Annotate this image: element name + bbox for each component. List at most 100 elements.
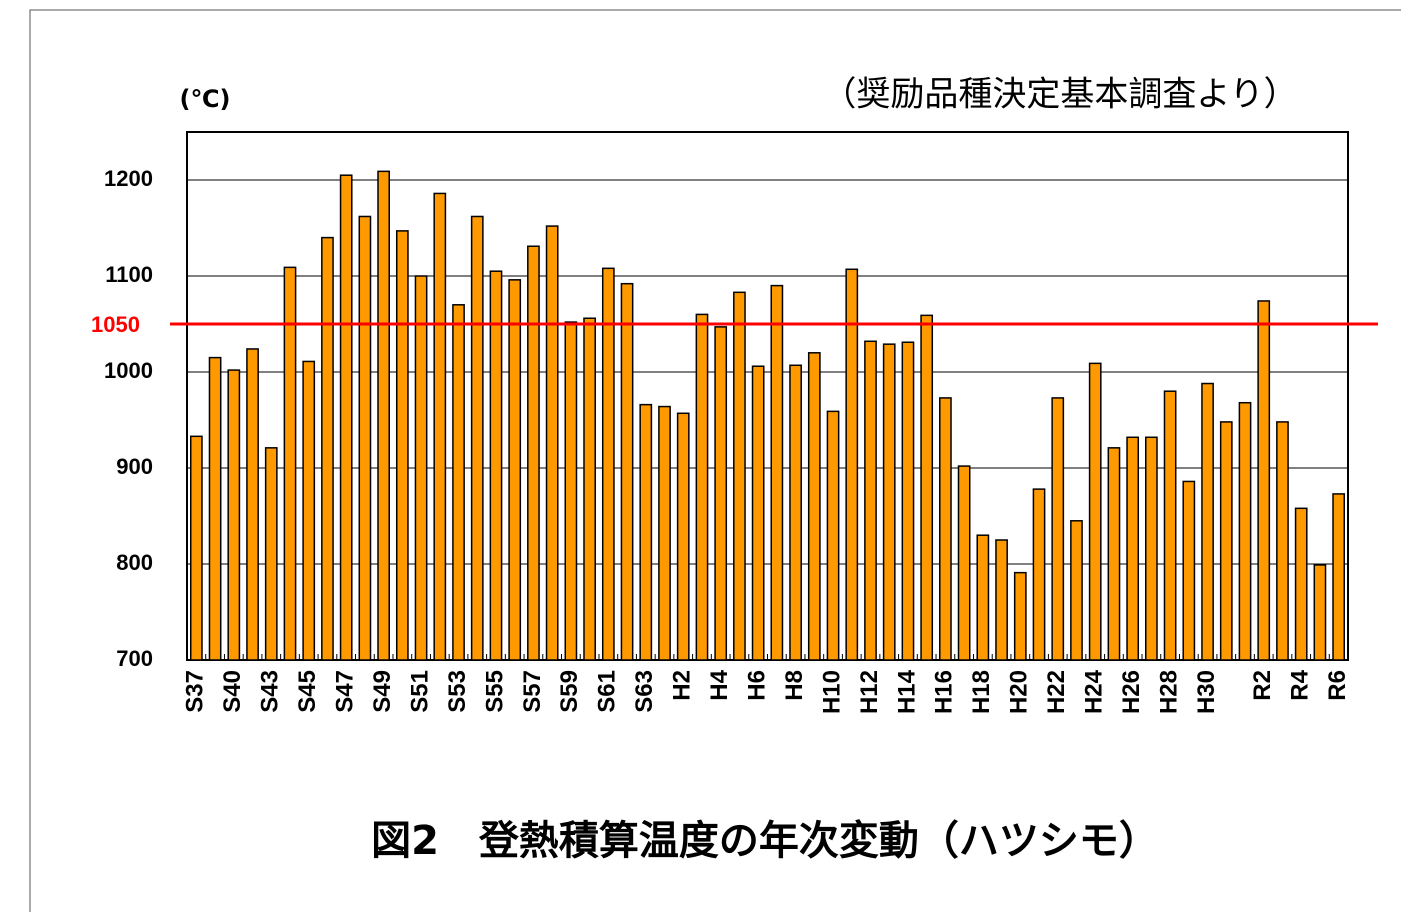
bar xyxy=(864,340,877,661)
bar xyxy=(395,230,409,661)
bar xyxy=(733,291,746,661)
bar xyxy=(1182,480,1196,661)
bar xyxy=(1219,421,1233,661)
x-tick-label: H22 xyxy=(1043,670,1070,714)
bar xyxy=(620,282,634,661)
x-tick-label: H8 xyxy=(781,670,808,701)
x-tick-label: S63 xyxy=(631,670,658,713)
x-tick-label: S59 xyxy=(556,670,583,713)
bar xyxy=(208,356,222,661)
x-tick-label: H28 xyxy=(1155,670,1182,714)
bar xyxy=(920,314,934,661)
bar xyxy=(882,343,896,661)
bar xyxy=(789,364,802,661)
y-tick-label: 1200 xyxy=(104,166,153,191)
bar xyxy=(377,170,390,661)
bar xyxy=(1013,571,1027,661)
x-tick-label: S43 xyxy=(257,670,284,713)
chart-subtitle: （奨励品種決定基本調査より） xyxy=(822,75,1297,115)
bar xyxy=(321,236,334,661)
bar xyxy=(1051,397,1065,661)
bar xyxy=(826,410,840,661)
bar xyxy=(508,279,522,661)
bar xyxy=(639,403,653,661)
x-tick-label: S55 xyxy=(481,670,508,713)
bar xyxy=(470,215,484,661)
x-tick-label: H6 xyxy=(743,670,770,701)
x-tick-label: H20 xyxy=(1006,670,1033,714)
bar xyxy=(189,435,203,661)
reference-label-bg xyxy=(70,310,170,338)
bar xyxy=(770,284,784,661)
x-tick-label: R4 xyxy=(1287,669,1314,700)
x-tick-label: H26 xyxy=(1118,670,1145,714)
bar xyxy=(1088,362,1102,661)
bar xyxy=(227,369,241,661)
bar xyxy=(452,304,465,661)
bar xyxy=(1201,382,1214,661)
y-tick-label: 800 xyxy=(116,550,153,575)
bar xyxy=(1163,390,1177,661)
bar xyxy=(339,174,353,661)
bar xyxy=(264,447,278,661)
bar xyxy=(714,326,728,661)
x-tick-label: S49 xyxy=(369,670,396,713)
bar xyxy=(901,341,915,661)
bar xyxy=(489,270,503,661)
bar xyxy=(358,215,372,661)
bar xyxy=(564,321,578,661)
bar xyxy=(1238,401,1252,661)
x-tick-label: H18 xyxy=(968,670,995,714)
bar xyxy=(845,268,859,661)
y-tick-label: 700 xyxy=(116,646,153,671)
x-tick-label: H10 xyxy=(818,670,845,714)
bar xyxy=(433,192,447,661)
x-tick-label: H16 xyxy=(931,670,958,714)
x-tick-label: S45 xyxy=(294,670,321,713)
bar xyxy=(976,534,990,661)
x-tick-label: R6 xyxy=(1324,670,1351,701)
bar xyxy=(1276,421,1289,661)
bar xyxy=(527,245,540,661)
x-tick-label: H30 xyxy=(1193,670,1220,714)
bar xyxy=(545,225,559,661)
x-tick-label: H12 xyxy=(856,670,883,714)
bar xyxy=(302,360,316,661)
reference-label: 1050 xyxy=(91,312,140,337)
x-tick-label: H14 xyxy=(893,669,920,714)
bar xyxy=(695,313,709,661)
x-tick-label: S40 xyxy=(219,670,246,713)
x-tick-label: S47 xyxy=(332,670,359,713)
bar xyxy=(583,317,596,661)
bar xyxy=(658,405,671,661)
bar xyxy=(957,465,971,661)
x-tick-label: H2 xyxy=(669,670,696,701)
bar xyxy=(807,352,821,661)
x-tick-label: S37 xyxy=(182,670,209,713)
chart-title: 図2 登熱積算温度の年次変動（ハツシモ） xyxy=(371,818,1159,864)
bar xyxy=(1145,436,1158,661)
frame xyxy=(29,9,1401,912)
bar xyxy=(1294,507,1308,661)
x-tick-label: H24 xyxy=(1081,669,1108,714)
y-axis-label: (℃) xyxy=(180,85,231,113)
bar xyxy=(1257,300,1271,661)
bar xyxy=(751,365,765,661)
x-tick-label: S53 xyxy=(444,670,471,713)
x-tick-label: R2 xyxy=(1249,670,1276,701)
bar xyxy=(1107,447,1121,661)
y-tick-label: 1100 xyxy=(105,262,153,287)
bar xyxy=(676,412,690,661)
bar xyxy=(1126,436,1140,661)
bar xyxy=(414,275,428,661)
x-tick-label: H4 xyxy=(706,669,733,700)
x-tick-label: S57 xyxy=(519,670,546,713)
bar xyxy=(939,397,952,661)
bar xyxy=(246,348,259,661)
bar xyxy=(601,267,615,661)
bar xyxy=(995,539,1008,661)
bar xyxy=(1313,564,1327,661)
y-tick-label: 900 xyxy=(116,454,153,479)
y-tick-label: 1000 xyxy=(104,358,153,383)
